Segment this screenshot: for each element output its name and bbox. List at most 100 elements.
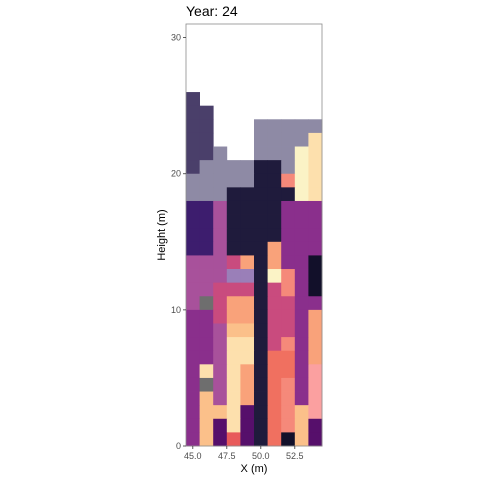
- heatmap-cell: [226, 405, 241, 420]
- heatmap-cell: [308, 377, 323, 392]
- heatmap-cell: [186, 282, 200, 297]
- y-tick-label: 0: [176, 441, 181, 451]
- heatmap-cell: [267, 173, 282, 188]
- heatmap-cell: [240, 214, 255, 229]
- heatmap-cell: [254, 269, 268, 284]
- heatmap-cell: [213, 214, 228, 229]
- heatmap-cell: [240, 160, 255, 175]
- heatmap-cell: [267, 377, 282, 392]
- heatmap-cell: [226, 364, 241, 379]
- heatmap-cell: [213, 187, 228, 202]
- heatmap-cell: [226, 255, 241, 270]
- heatmap-cell: [294, 405, 309, 420]
- heatmap-cell: [240, 391, 255, 406]
- heatmap-cell: [240, 173, 255, 188]
- heatmap-cell: [294, 309, 309, 324]
- heatmap-cells: [186, 92, 323, 447]
- heatmap-cell: [294, 119, 309, 134]
- heatmap-cell: [267, 405, 282, 420]
- heatmap-cell: [308, 187, 323, 202]
- heatmap-cell: [240, 377, 255, 392]
- heatmap-cell: [199, 296, 214, 311]
- heatmap-cell: [254, 377, 268, 392]
- heatmap-cell: [199, 228, 214, 243]
- heatmap-cell: [186, 323, 200, 338]
- heatmap-cell: [213, 377, 228, 392]
- heatmap-cell: [186, 200, 200, 215]
- heatmap-cell: [213, 255, 228, 270]
- heatmap-cell: [267, 187, 282, 202]
- heatmap-cell: [226, 391, 241, 406]
- heatmap-cell: [199, 269, 214, 284]
- heatmap-cell: [294, 323, 309, 338]
- heatmap-cell: [294, 282, 309, 297]
- heatmap-cell: [267, 146, 282, 161]
- heatmap-cell: [240, 228, 255, 243]
- heatmap-cell: [186, 119, 200, 134]
- x-tick-label: 45.0: [184, 451, 202, 461]
- heatmap-cell: [240, 405, 255, 420]
- heatmap-cell: [308, 323, 323, 338]
- heatmap-cell: [281, 173, 296, 188]
- heatmap-cell: [308, 296, 323, 311]
- heatmap-cell: [267, 418, 282, 433]
- heatmap-cell: [281, 432, 296, 447]
- heatmap-cell: [267, 364, 282, 379]
- heatmap-cell: [226, 337, 241, 352]
- heatmap-cell: [254, 132, 268, 147]
- heatmap-cell: [267, 214, 282, 229]
- heatmap-cell: [294, 187, 309, 202]
- heatmap-cell: [240, 241, 255, 256]
- heatmap-cell: [186, 160, 200, 175]
- heatmap-cell: [267, 350, 282, 365]
- heatmap-cell: [294, 391, 309, 406]
- heatmap-cell: [213, 241, 228, 256]
- y-tick-label: 10: [171, 305, 181, 315]
- heatmap-cell: [254, 296, 268, 311]
- heatmap-cell: [281, 119, 296, 134]
- heatmap-cell: [186, 228, 200, 243]
- heatmap-cell: [294, 432, 309, 447]
- heatmap-cell: [213, 146, 228, 161]
- heatmap-cell: [281, 350, 296, 365]
- heatmap-cell: [294, 132, 309, 147]
- x-tick-label: 47.5: [218, 451, 236, 461]
- heatmap-cell: [267, 119, 282, 134]
- heatmap-cell: [213, 309, 228, 324]
- heatmap-cell: [199, 418, 214, 433]
- heatmap-cell: [254, 241, 268, 256]
- heatmap-cell: [254, 364, 268, 379]
- y-axis-title: Height (m): [156, 209, 168, 260]
- heatmap-cell: [254, 282, 268, 297]
- heatmap-cell: [186, 269, 200, 284]
- x-axis: 45.0 47.5 50.0 52.5: [184, 446, 304, 461]
- heatmap-cell: [186, 92, 200, 107]
- heatmap-cell: [254, 160, 268, 175]
- heatmap-cell: [213, 364, 228, 379]
- heatmap-cell: [267, 391, 282, 406]
- heatmap-cell: [226, 418, 241, 433]
- heatmap-cell: [213, 350, 228, 365]
- heatmap-cell: [213, 337, 228, 352]
- heatmap-cell: [199, 377, 214, 392]
- heatmap-cell: [281, 282, 296, 297]
- heatmap-cell: [308, 309, 323, 324]
- heatmap-cell: [308, 269, 323, 284]
- heatmap-cell: [226, 160, 241, 175]
- heatmap-cell: [213, 418, 228, 433]
- y-tick-label: 20: [171, 169, 181, 179]
- heatmap-cell: [254, 119, 268, 134]
- heatmap-cell: [186, 241, 200, 256]
- heatmap-cell: [254, 228, 268, 243]
- heatmap-cell: [186, 432, 200, 447]
- heatmap-cell: [281, 255, 296, 270]
- heatmap-cell: [254, 337, 268, 352]
- heatmap-cell: [281, 418, 296, 433]
- heatmap-cell: [226, 309, 241, 324]
- heatmap-cell: [186, 364, 200, 379]
- heatmap-cell: [240, 350, 255, 365]
- heatmap-cell: [199, 105, 214, 120]
- heatmap-cell: [240, 309, 255, 324]
- heatmap-cell: [294, 173, 309, 188]
- heatmap-cell: [294, 377, 309, 392]
